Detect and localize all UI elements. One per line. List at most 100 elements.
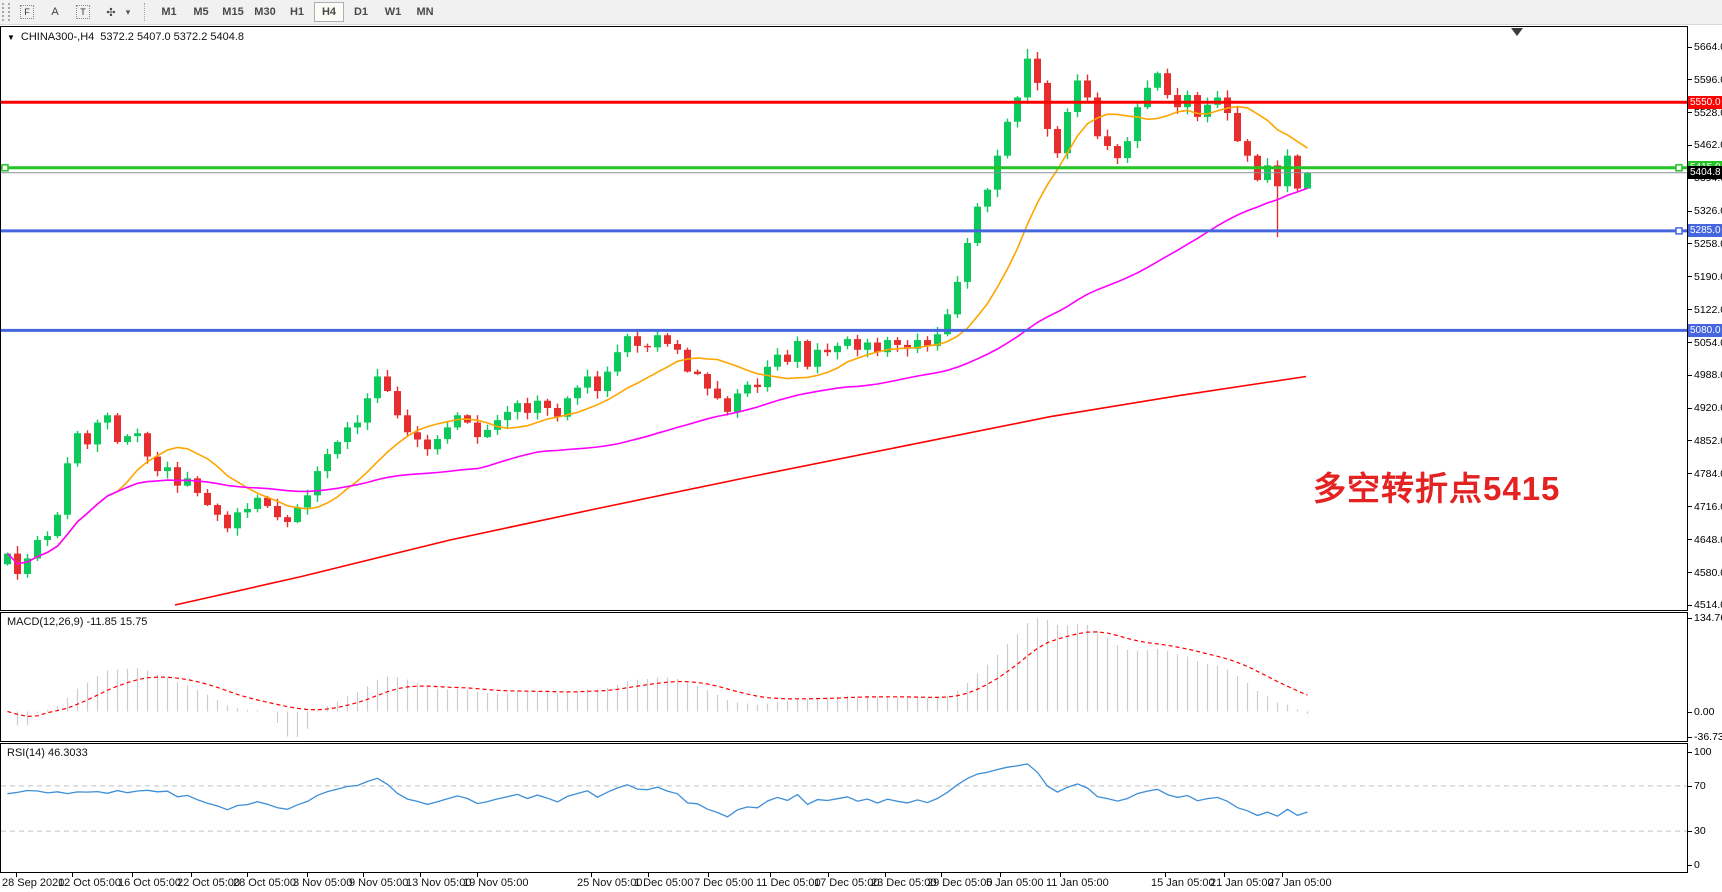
price-tick-label: 4852.0 [1694, 435, 1722, 447]
time-tick-label: 25 Nov 05:00 [577, 877, 643, 889]
time-tick-label: 29 Dec 05:00 [927, 877, 993, 889]
time-tick-mark [591, 873, 592, 877]
rsi-chart[interactable] [0, 743, 1688, 873]
price-tick-label: 5596.0 [1694, 74, 1722, 86]
timeframe-w1-button[interactable]: W1 [378, 2, 408, 22]
price-line-label: 5080.0 [1688, 324, 1722, 337]
current-price-label: 5404.8 [1688, 166, 1722, 179]
time-tick-mark [247, 873, 248, 877]
time-tick-label: 9 Nov 05:00 [349, 877, 409, 889]
price-tick-mark [1688, 112, 1692, 113]
chart-title: ▼ CHINA300-,H4 5372.2 5407.0 5372.2 5404… [7, 31, 244, 43]
rsi-panel: RSI(14) 46.3033 [0, 743, 1688, 873]
chart-title-ohlc: 5372.2 5407.0 5372.2 5404.8 [100, 31, 245, 43]
chart-annotation-text: 多空转折点5415 [1313, 470, 1561, 507]
macd-label: MACD(12,26,9) -11.85 15.75 [7, 616, 148, 628]
time-tick-label: 5 Jan 05:00 [986, 877, 1044, 889]
text-tool-icon[interactable]: T [72, 3, 94, 22]
time-tick-mark [1165, 873, 1166, 877]
price-tick-mark [1688, 309, 1692, 310]
time-axis[interactable]: 28 Sep 2020 12 Oct 05:00 16 Oct 05:00 22 Oc… [0, 873, 1722, 892]
timeframe-d1-button[interactable]: D1 [346, 2, 376, 22]
time-tick-mark [420, 873, 421, 877]
price-tick-mark [1688, 342, 1692, 343]
timeframe-m5-button[interactable]: M5 [186, 2, 216, 22]
rsi-tick-mark [1688, 752, 1692, 753]
time-tick-mark [132, 873, 133, 877]
time-tick-mark [1000, 873, 1001, 877]
time-tick-label: 11 Jan 05:00 [1046, 877, 1109, 889]
main-chart-panel: ▼ CHINA300-,H4 5372.2 5407.0 5372.2 5404… [0, 26, 1688, 611]
timeframe-mn-button[interactable]: MN [410, 2, 440, 22]
price-tick-mark [1688, 276, 1692, 277]
chart-title-symbol: CHINA300-,H4 [20, 31, 95, 43]
time-tick-mark [885, 873, 886, 877]
price-tick-label: 5462.0 [1694, 139, 1722, 151]
timeframe-m1-button[interactable]: M1 [154, 2, 184, 22]
time-tick-mark [191, 873, 192, 877]
arrows-tool-icon[interactable]: ✣ [100, 3, 122, 22]
price-axis[interactable]: 5664.05596.05528.05462.05394.05326.05258… [1688, 26, 1722, 873]
rsi-tick-mark [1688, 865, 1692, 866]
time-tick-label: 19 Nov 05:00 [463, 877, 529, 889]
arrows-dropdown-caret-icon[interactable]: ▾ [122, 7, 134, 18]
price-tick-mark [1688, 572, 1692, 573]
price-tick-label: 4920.0 [1694, 402, 1722, 414]
price-tick-mark [1688, 47, 1692, 48]
time-tick-mark [708, 873, 709, 877]
candlestick-chart[interactable] [0, 26, 1688, 611]
price-tick-label: 4784.0 [1694, 468, 1722, 480]
time-tick-mark [770, 873, 771, 877]
time-tick-label: 15 Jan 05:00 [1151, 877, 1215, 889]
price-line-label: 5550.0 [1688, 96, 1722, 109]
toolbar-separator [144, 3, 145, 21]
price-tick-label: 4716.0 [1694, 501, 1722, 513]
time-tick-mark [16, 873, 17, 877]
time-tick-label: 28 Sep 2020 [2, 877, 65, 889]
price-tick-label: 4514.0 [1694, 599, 1722, 611]
timeframe-h1-button[interactable]: H1 [282, 2, 312, 22]
macd-chart[interactable] [0, 612, 1688, 742]
price-tick-mark [1688, 539, 1692, 540]
macd-tick-mark [1688, 618, 1692, 619]
time-tick-mark [363, 873, 364, 877]
price-tick-label: 5122.0 [1694, 304, 1722, 316]
timeframe-m30-button[interactable]: M30 [250, 2, 280, 22]
timeframe-h4-button[interactable]: H4 [314, 2, 344, 22]
price-tick-label: 4988.0 [1694, 369, 1722, 381]
time-tick-mark [648, 873, 649, 877]
price-tick-label: 5326.0 [1694, 205, 1722, 217]
rsi-axis-label: 100 [1694, 746, 1712, 758]
time-tick-label: 21 Jan 05:00 [1210, 877, 1274, 889]
time-tick-mark [1224, 873, 1225, 877]
rsi-label: RSI(14) 46.3033 [7, 747, 88, 759]
time-tick-label: 16 Oct 05:00 [118, 877, 181, 889]
symbol-dropdown-icon[interactable]: ▼ [7, 32, 15, 42]
timeframe-m15-button[interactable]: M15 [218, 2, 248, 22]
time-tick-label: 7 Dec 05:00 [694, 877, 754, 889]
price-tick-mark [1688, 473, 1692, 474]
price-tick-label: 5664.0 [1694, 41, 1722, 53]
macd-tick-mark [1688, 712, 1692, 713]
rsi-axis-label: 30 [1694, 825, 1706, 837]
fibonacci-tool-icon[interactable]: F [16, 3, 38, 22]
rsi-tick-mark [1688, 786, 1692, 787]
time-tick-label: 13 Nov 05:00 [406, 877, 472, 889]
price-tick-mark [1688, 243, 1692, 244]
time-tick-label: 17 Dec 05:00 [814, 877, 880, 889]
rsi-tick-mark [1688, 831, 1692, 832]
time-tick-label: 22 Oct 05:00 [177, 877, 240, 889]
price-tick-mark [1688, 79, 1692, 80]
toolbar-grip-handle[interactable] [2, 3, 10, 21]
time-tick-mark [72, 873, 73, 877]
price-tick-mark [1688, 605, 1692, 606]
price-tick-label: 5258.0 [1694, 238, 1722, 250]
macd-axis-label: 134.76 [1694, 612, 1722, 624]
time-tick-mark [307, 873, 308, 877]
text-label-tool-icon[interactable]: A [44, 3, 66, 22]
price-tick-mark [1688, 506, 1692, 507]
time-tick-mark [941, 873, 942, 877]
time-tick-label: 3 Nov 05:00 [293, 877, 353, 889]
price-tick-mark [1688, 211, 1692, 212]
price-tick-label: 5190.0 [1694, 271, 1722, 283]
